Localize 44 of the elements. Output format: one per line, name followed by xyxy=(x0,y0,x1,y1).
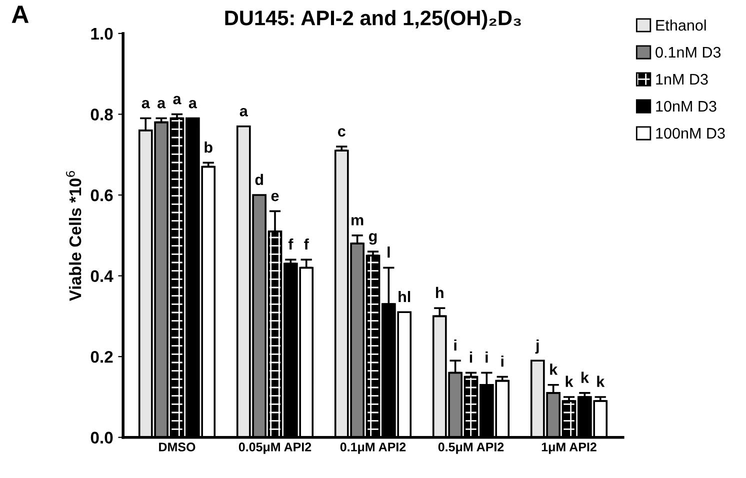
x-tick-label: DMSO xyxy=(159,442,196,452)
annotation: m xyxy=(352,217,364,226)
annotation: k xyxy=(582,372,589,383)
y-tick-label: 0.2 xyxy=(90,350,113,363)
x-tick-label: 1μM API2 xyxy=(542,442,596,454)
annotation: i xyxy=(454,339,456,351)
annotation: k xyxy=(550,364,558,375)
annotation: a xyxy=(240,108,248,116)
annotation: c xyxy=(338,128,346,137)
legend-label: Ethanol xyxy=(656,19,706,31)
y-axis-title: Viable Cells *10$^{6}$ xyxy=(66,171,82,301)
chart-title: DU145: API-2 and 1,25(OH)₂D₃ xyxy=(225,10,521,30)
annotation: i xyxy=(501,356,504,367)
annotation: hl xyxy=(398,290,410,302)
annotation: a xyxy=(158,100,166,108)
annotation: e xyxy=(271,192,279,202)
annotation: l xyxy=(388,246,390,258)
legend-label: 10nM D3 xyxy=(656,100,716,112)
x-tick-label: 0.5μM API2 xyxy=(438,442,504,454)
y-tick-label: 0.4 xyxy=(90,270,114,282)
y-tick-label: 0.6 xyxy=(90,189,113,202)
annotation: b xyxy=(204,142,212,153)
annotation: a xyxy=(188,100,198,108)
annotation: f xyxy=(288,238,294,250)
annotation: d xyxy=(255,174,263,186)
x-tick-label: 0.1μM API2 xyxy=(340,442,406,454)
annotation: k xyxy=(566,376,574,387)
annotation: i xyxy=(470,352,472,363)
legend-label: 100nM D3 xyxy=(656,128,725,139)
y-tick-label: 0.0 xyxy=(90,432,113,444)
annotation: g xyxy=(368,233,377,245)
annotation: h xyxy=(436,286,444,298)
legend-label: 1nM D3 xyxy=(656,74,708,85)
annotation: f xyxy=(304,238,309,250)
text: A xyxy=(12,6,29,23)
annotation: a xyxy=(142,100,150,108)
annotation: i xyxy=(486,352,488,363)
annotation: j xyxy=(535,339,539,354)
legend-label: 0.1nM D3 xyxy=(656,46,721,58)
annotation: a xyxy=(173,96,182,104)
y-tick-label: 1.0 xyxy=(91,28,113,40)
y-tick-label: 0.8 xyxy=(90,108,113,120)
annotation: k xyxy=(597,376,605,387)
x-tick-label: 0.05μM API2 xyxy=(238,442,312,454)
